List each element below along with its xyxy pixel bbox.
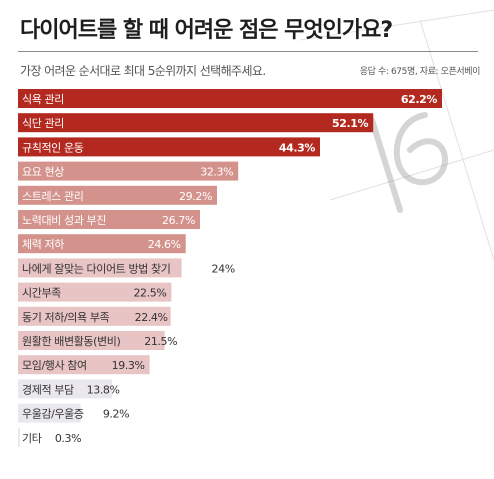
bar bbox=[18, 379, 113, 399]
bar-value-label: 32.3% bbox=[200, 166, 233, 179]
bar-category-label: 요요 현상 bbox=[22, 166, 64, 179]
bar-value-label: 19.3% bbox=[112, 359, 145, 372]
bar-value-label: 9.2% bbox=[103, 408, 129, 421]
bar-value-label: 22.5% bbox=[133, 287, 166, 300]
bar bbox=[18, 161, 239, 181]
bar-group: 기타 0.3% bbox=[18, 427, 82, 447]
bar-category-label: 노력대비 성과 부진 bbox=[22, 214, 106, 227]
chart-title: 다이어트를 할 때 어려운 점은 무엇인가요? bbox=[20, 18, 393, 43]
bar-group: 식욕 관리 62.2% bbox=[18, 89, 442, 108]
bar-value-label: 29.2% bbox=[179, 190, 212, 203]
bar-value-label: 13.8% bbox=[87, 383, 120, 396]
bar-group: 경제적 부담 13.8% bbox=[18, 379, 120, 399]
bar-category-label: 식욕 관리 bbox=[22, 93, 64, 106]
bar-category-label: 동기 저하/의욕 부족 bbox=[22, 310, 110, 324]
bar-group: 동기 저하/의욕 부족 22.4% bbox=[18, 306, 171, 326]
bar-value-label: 44.3% bbox=[279, 141, 316, 154]
bar-category-label: 우울감/우울증 bbox=[22, 408, 84, 421]
source-note: 응답 수: 675명, 자료: 오픈서베이 bbox=[359, 67, 481, 77]
bar-category-label: 스트레스 관리 bbox=[22, 190, 83, 203]
bar bbox=[18, 282, 172, 302]
bar-group: 시간부족 22.5% bbox=[18, 282, 172, 302]
bar-group: 스트레스 관리 29.2% bbox=[18, 185, 217, 205]
bar-value-label: 62.2% bbox=[401, 93, 438, 106]
bar bbox=[18, 355, 150, 375]
bar-value-label: 22.4% bbox=[135, 311, 168, 324]
bar bbox=[18, 403, 81, 423]
bar-group: 우울감/우울증 9.2% bbox=[18, 403, 130, 423]
bar bbox=[18, 427, 20, 447]
chart-subtitle: 가장 어려운 순서대로 최대 5순위까지 선택해주세요. bbox=[20, 64, 266, 78]
bar bbox=[18, 306, 171, 326]
bar bbox=[18, 331, 165, 350]
bar bbox=[18, 185, 217, 205]
bar-category-label: 시간부족 bbox=[22, 287, 61, 300]
bar-value-label: 52.1% bbox=[332, 117, 369, 130]
bar-value-label: 24% bbox=[212, 262, 235, 275]
bar-group: 노력대비 성과 부진 26.7% bbox=[18, 210, 200, 229]
bar-category-label: 모임/행사 참여 bbox=[22, 359, 87, 372]
bar-group: 모임/행사 참여 19.3% bbox=[18, 355, 150, 375]
bar-value-label: 26.7% bbox=[162, 214, 195, 227]
bar-category-label: 규칙적인 운동 bbox=[22, 141, 84, 154]
bar-value-label: 24.6% bbox=[148, 238, 181, 251]
bar-group: 요요 현상 32.3% bbox=[18, 161, 239, 181]
bar-category-label: 원활한 배변활동(변비) bbox=[22, 334, 120, 348]
bar-group: 식단 관리 52.1% bbox=[18, 113, 374, 133]
bar-value-label: 21.5% bbox=[144, 335, 177, 348]
bar-group: 나에게 잘맞는 다이어트 방법 찾기 24% bbox=[18, 258, 235, 278]
bar-group: 규칙적인 운동 44.3% bbox=[18, 137, 320, 157]
bar-group: 원활한 배변활동(변비) 21.5% bbox=[18, 331, 178, 350]
bar-category-label: 경제적 부담 bbox=[22, 383, 74, 396]
title-divider bbox=[18, 51, 478, 52]
bar-category-label: 나에게 잘맞는 다이어트 방법 찾기 bbox=[22, 262, 170, 275]
bar bbox=[18, 258, 182, 278]
bar bbox=[18, 89, 442, 108]
bar-category-label: 식단 관리 bbox=[22, 117, 64, 130]
bar-group: 체력 저하 24.6% bbox=[18, 234, 186, 254]
bar-category-label: 기타 bbox=[22, 432, 42, 445]
bar bbox=[18, 137, 320, 157]
bar bbox=[18, 210, 200, 229]
bar bbox=[18, 113, 374, 133]
bar bbox=[18, 234, 186, 254]
bar-category-label: 체력 저하 bbox=[22, 237, 64, 251]
bar-value-label: 0.3% bbox=[55, 432, 81, 445]
